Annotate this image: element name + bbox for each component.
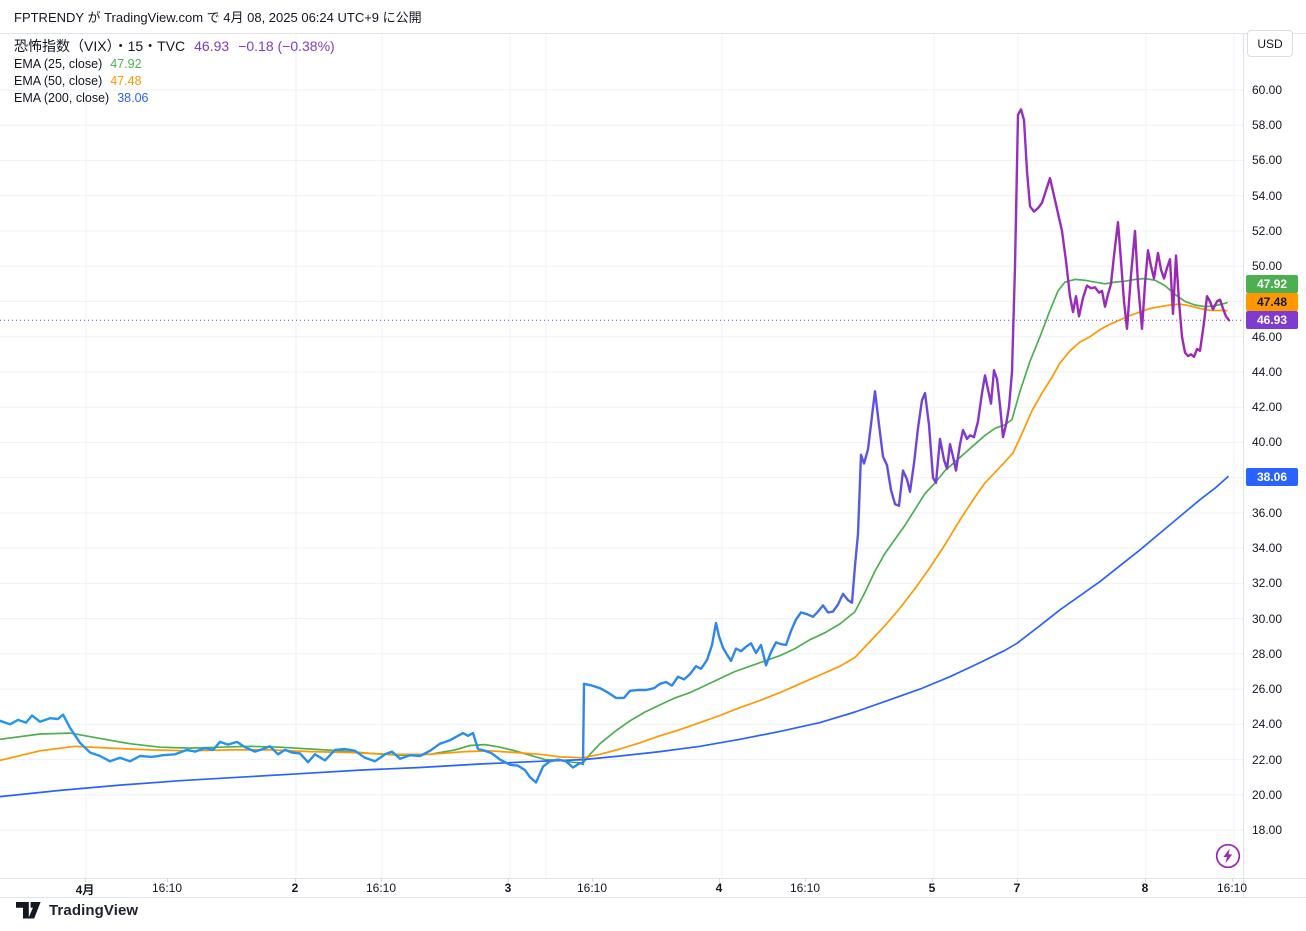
time-axis-label: 3 xyxy=(504,881,512,895)
price-tick-label: 36.00 xyxy=(1252,505,1283,520)
tradingview-logo-text[interactable]: TradingView xyxy=(49,902,139,919)
publish-header: FPTRENDY が TradingView.com で 4月 08, 2025… xyxy=(14,7,422,26)
price-tick-label: 20.00 xyxy=(1252,787,1283,802)
time-axis-divider xyxy=(0,878,1306,879)
indicator-label: EMA (50, close) xyxy=(14,73,103,88)
header-divider xyxy=(0,33,1306,34)
time-tick-mark xyxy=(508,878,509,882)
series-line-vix[interactable] xyxy=(0,108,1231,784)
price-tick-label: 18.00 xyxy=(1252,823,1283,838)
price-tick-label: 44.00 xyxy=(1252,364,1283,379)
price-badge: 47.48 xyxy=(1246,293,1298,312)
indicator-legend-row[interactable]: EMA (25, close) 47.92 xyxy=(14,55,335,72)
price-tick-label: 54.00 xyxy=(1252,188,1283,203)
time-axis-label: 16:10 xyxy=(1216,881,1248,895)
price-tick-label: 56.00 xyxy=(1252,153,1283,168)
price-tick-label: 34.00 xyxy=(1252,541,1283,556)
time-tick-mark xyxy=(85,878,86,882)
series-line-ema-200[interactable] xyxy=(0,475,1229,798)
price-tick-label: 58.00 xyxy=(1252,118,1283,133)
price-axis-divider xyxy=(1243,33,1244,897)
time-axis-label: 4月 xyxy=(75,883,95,897)
price-tick-label: 24.00 xyxy=(1252,717,1283,732)
price-tick-label: 60.00 xyxy=(1252,83,1283,97)
indicator-legend-row[interactable]: EMA (50, close) 47.48 xyxy=(14,72,335,89)
time-axis[interactable]: 4月 16:10 2 16:10 3 16:10 4 16:10 5 7 8 16:10 xyxy=(0,878,1306,897)
time-tick-mark xyxy=(1017,878,1018,882)
indicator-value: 38.06 xyxy=(117,90,149,105)
indicator-value: 47.48 xyxy=(110,73,142,88)
time-axis-label: 16:10 xyxy=(365,881,397,895)
price-tick-label: 28.00 xyxy=(1252,646,1283,661)
lightning-icon[interactable] xyxy=(1214,842,1242,870)
price-badge: 47.92 xyxy=(1246,275,1298,294)
bottom-divider xyxy=(0,897,1306,898)
time-axis-label: 16:10 xyxy=(151,881,183,895)
time-tick-mark xyxy=(1145,878,1146,882)
time-tick-mark xyxy=(932,878,933,882)
time-tick-mark xyxy=(295,878,296,882)
author-link[interactable]: FPTRENDY xyxy=(14,10,84,25)
time-axis-label: 4 xyxy=(715,881,723,895)
time-axis-label: 16:10 xyxy=(789,881,821,895)
symbol-change: −0.18 (−0.38%) xyxy=(238,37,335,54)
time-tick-mark xyxy=(167,878,168,882)
site-link[interactable]: TradingView.com xyxy=(104,10,204,25)
symbol-legend-row[interactable]: 恐怖指数（VIX）・15・TVC 46.93 −0.18 (−0.38%) xyxy=(14,36,335,55)
footer: TradingView xyxy=(16,902,138,919)
time-axis-label: 2 xyxy=(291,881,299,895)
time-axis-label: 5 xyxy=(928,881,936,895)
price-tick-label: 22.00 xyxy=(1252,752,1283,767)
price-tick-label: 32.00 xyxy=(1252,576,1283,591)
price-tick-label: 46.00 xyxy=(1252,329,1283,344)
price-tick-label: 42.00 xyxy=(1252,400,1283,415)
indicator-label: EMA (200, close) xyxy=(14,90,110,105)
indicator-label: EMA (25, close) xyxy=(14,56,103,71)
tradingview-logo-icon[interactable] xyxy=(16,902,41,919)
symbol-title: 恐怖指数（VIX）・15・TVC xyxy=(14,37,186,54)
symbol-last-price: 46.93 xyxy=(194,37,230,54)
series-line-ema-50[interactable] xyxy=(0,303,1228,762)
time-tick-mark xyxy=(719,878,720,882)
chart-canvas[interactable]: 恐怖指数（VIX）・15・TVC 46.93 −0.18 (−0.38%) EM… xyxy=(0,33,1244,878)
indicator-value: 47.92 xyxy=(110,56,142,71)
currency-button[interactable]: USD xyxy=(1247,30,1293,57)
time-tick-mark xyxy=(1232,878,1233,882)
time-axis-label: 7 xyxy=(1013,881,1021,895)
price-tick-label: 50.00 xyxy=(1252,259,1283,274)
publish-text-part: で 4月 08, 2025 06:24 UTC+9 に公開 xyxy=(203,10,422,25)
price-badge: 38.06 xyxy=(1246,467,1298,486)
time-tick-mark xyxy=(805,878,806,882)
series-line-ema-25[interactable] xyxy=(0,277,1228,764)
price-tick-label: 26.00 xyxy=(1252,682,1283,697)
publish-text-part: が xyxy=(83,10,105,25)
time-tick-mark xyxy=(592,878,593,882)
legend: 恐怖指数（VIX）・15・TVC 46.93 −0.18 (−0.38%) EM… xyxy=(14,36,335,106)
price-tick-label: 52.00 xyxy=(1252,223,1283,238)
price-badge: 46.93 xyxy=(1246,311,1298,330)
price-tick-label: 40.00 xyxy=(1252,435,1283,450)
time-axis-label: 8 xyxy=(1141,881,1149,895)
chart-plot-svg[interactable] xyxy=(0,33,1244,878)
time-axis-label: 16:10 xyxy=(576,881,608,895)
price-axis[interactable]: USD 60.00 58.00 56.00 54.00 52.00 50.00 46.00 4… xyxy=(1244,30,1306,878)
price-tick-label: 30.00 xyxy=(1252,611,1283,626)
time-tick-mark xyxy=(381,878,382,882)
indicator-legend-row[interactable]: EMA (200, close) 38.06 xyxy=(14,89,335,106)
